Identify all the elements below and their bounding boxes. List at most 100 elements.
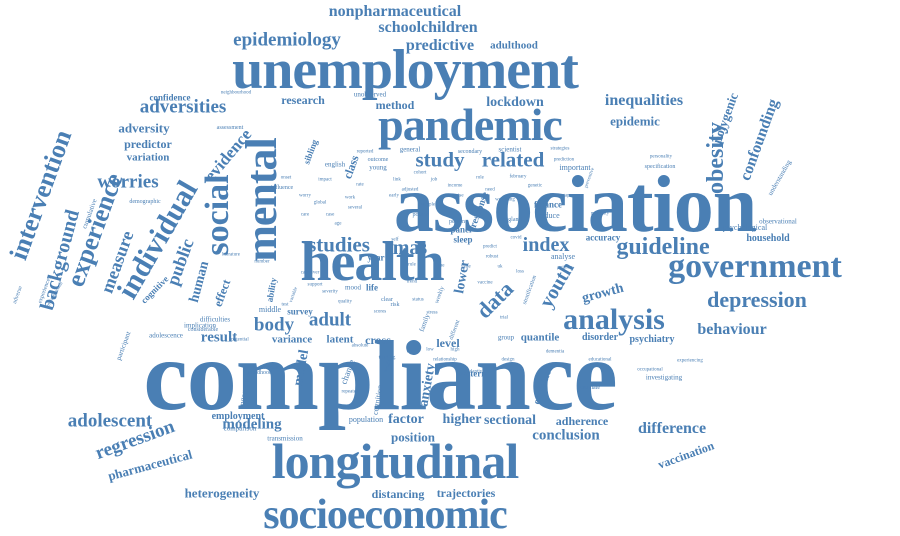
word-person: person: [449, 219, 465, 225]
word-pandemic: pandemic: [378, 99, 563, 150]
word-population: population: [348, 415, 384, 424]
word-support: support: [307, 282, 323, 288]
word-genetic: genetic: [527, 183, 543, 189]
word-worry: worry: [299, 193, 311, 199]
word-job: job: [430, 177, 438, 183]
word-conclusion: conclusion: [532, 427, 600, 444]
word-guideline: guideline: [616, 234, 710, 260]
word-potential: potential: [231, 337, 249, 343]
word-childhood: childhood: [248, 370, 272, 376]
word-modeling: modeling: [222, 416, 282, 433]
word-opinion: opinion: [557, 265, 573, 271]
word-group: group: [497, 333, 515, 342]
word-compliance: compliance: [143, 320, 617, 431]
word-work: work: [344, 195, 356, 201]
word-specification: specification: [644, 164, 676, 170]
word-severity: severity: [322, 289, 338, 295]
word-year: year: [367, 252, 385, 263]
word-scientist: scientist: [498, 145, 522, 154]
word-outcome: outcome: [367, 157, 389, 163]
word-repeated: repeated: [341, 389, 359, 395]
word-understanding: understanding: [766, 158, 793, 197]
word-early: early: [389, 193, 399, 199]
word-status: status: [412, 297, 424, 303]
word-high: high: [450, 347, 460, 353]
word-trend: trend: [406, 279, 418, 285]
word-study: study: [415, 147, 465, 172]
word-care: care: [300, 212, 310, 218]
word-absolute: absolute: [351, 343, 369, 349]
word-epidemic: epidemic: [610, 113, 660, 129]
word-method: method: [375, 98, 415, 112]
word-prediction: prediction: [553, 157, 575, 163]
word-relationship: relationship: [433, 357, 457, 363]
word-mortality: mortality: [590, 211, 610, 217]
word-scores: scores: [373, 309, 387, 315]
word-behaviour: behaviour: [697, 321, 767, 338]
word-comparison: comparison: [223, 424, 257, 433]
word-unobserved: unobserved: [353, 90, 387, 99]
word-adversity: adversity: [118, 120, 170, 136]
word-quantile: quantile: [520, 331, 560, 344]
word-neighbourhood: neighbourhood: [220, 90, 252, 96]
word-sex: sex: [401, 225, 409, 231]
word-difficulties: difficulties: [199, 315, 231, 324]
word-experiencing: experiencing: [677, 358, 703, 364]
word-analyse: analyse: [551, 252, 575, 261]
word-finance: finance: [534, 199, 562, 210]
word-ability: ability: [264, 276, 279, 303]
word-government: government: [668, 248, 842, 285]
word-distancing: distancing: [371, 487, 425, 501]
word-social: social: [199, 174, 236, 256]
word-middle: middle: [258, 305, 282, 314]
word-adolescent: adolescent: [67, 410, 153, 432]
word-several: several: [347, 205, 363, 211]
word-adjusted: adjusted: [401, 187, 419, 193]
word-gene: gene: [461, 264, 471, 270]
word-pattern: pattern: [457, 368, 487, 379]
word-test: test: [281, 302, 289, 308]
word-life: life: [366, 282, 378, 293]
word-epidemiology: epidemiology: [233, 29, 341, 51]
word-england: england: [502, 217, 522, 223]
word-variation: variation: [126, 151, 170, 164]
word-observational: observational: [759, 217, 797, 226]
word-cohort: cohort: [413, 170, 427, 176]
word-employment: employment: [211, 411, 265, 422]
word-literature: literature: [221, 252, 241, 258]
word-time: time: [435, 263, 445, 269]
word-polygenic: polygenic: [708, 90, 742, 146]
word-design: design: [501, 357, 515, 363]
word-class: class: [340, 153, 362, 181]
word-position: position: [390, 429, 436, 445]
word-psychiatry: psychiatry: [629, 334, 675, 345]
word-lockdown: lockdown: [486, 95, 544, 110]
word-survey: survey: [287, 306, 313, 317]
word-vaccination: vaccination: [656, 438, 716, 472]
word-robust: robust: [485, 254, 499, 260]
word-higher: higher: [442, 412, 482, 427]
word-self: self: [391, 237, 399, 243]
word-february: february: [509, 174, 527, 180]
word-trajectories: trajectories: [436, 486, 496, 500]
word-nonpharmaceutical: nonpharmaceutical: [328, 3, 462, 20]
word-participant: participant: [114, 330, 133, 362]
word-accuracy: accuracy: [585, 232, 621, 243]
word-body: body: [253, 314, 295, 336]
word-use: use: [406, 349, 414, 355]
word-factor: factor: [388, 412, 424, 427]
word-rise: rise: [456, 193, 464, 199]
word-household: household: [746, 233, 790, 244]
word-sample: sample: [420, 202, 436, 208]
word-sectional: sectional: [483, 413, 537, 428]
word-demographic: demographic: [129, 199, 161, 205]
word-unemployment: unemployment: [232, 39, 579, 101]
word-research: research: [281, 93, 325, 107]
word-need: need: [485, 187, 495, 193]
word-secondary: secondary: [457, 149, 483, 155]
word-predictive: predictive: [405, 37, 475, 54]
word-adverse: adverse: [12, 285, 24, 305]
word-schoolchildren: schoolchildren: [378, 19, 478, 36]
word-depression: depression: [707, 287, 807, 312]
